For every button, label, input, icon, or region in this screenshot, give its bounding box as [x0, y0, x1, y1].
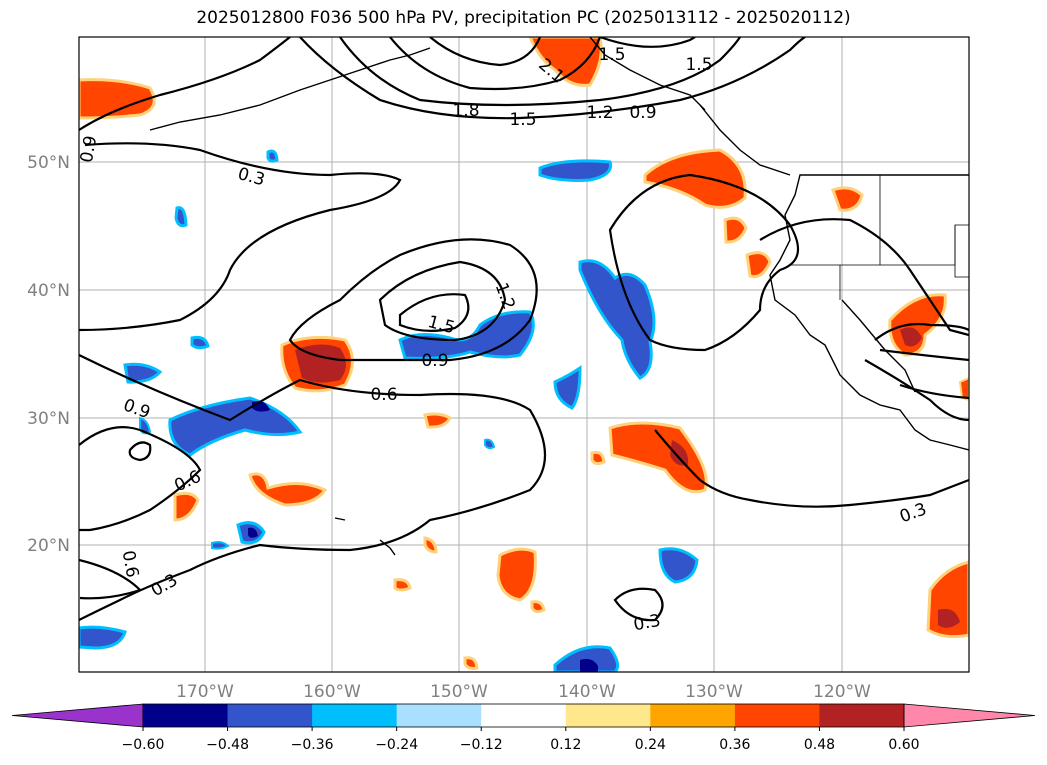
colorbar: −0.60 −0.48 −0.36 −0.24 −0.12 0.12 0.24 0.36 0.4… [11, 703, 1036, 753]
contour-label: 0.9 [421, 351, 448, 371]
contour-label: 1.5 [509, 110, 536, 130]
lon-label: 150°W [430, 682, 488, 702]
colorbar-tick-label: 0.60 [888, 737, 919, 753]
map-frame [78, 36, 970, 673]
lat-label: 40°N [27, 281, 70, 301]
colorbar-segment [396, 704, 482, 727]
colorbar-segment [143, 704, 229, 727]
lon-label: 130°W [685, 682, 743, 702]
contour-label: 1.2 [586, 103, 613, 123]
colorbar-frame [142, 703, 905, 728]
colorbar-tick-label: −0.36 [291, 737, 334, 753]
colorbar-segment [819, 704, 905, 727]
colorbar-segment [565, 704, 651, 727]
colorbar-segment [734, 704, 820, 727]
colorbar-segment [312, 704, 398, 727]
colorbar-extend-right [903, 703, 1036, 728]
colorbar-segment [227, 704, 313, 727]
lon-label: 160°W [303, 682, 361, 702]
pv-contours [79, 37, 969, 622]
lat-label: 20°N [27, 536, 70, 556]
lon-label: 140°W [558, 682, 616, 702]
lat-label: 50°N [27, 153, 70, 173]
contour-label: 0.6 [370, 385, 397, 405]
colorbar-tick-label: 0.24 [635, 737, 666, 753]
contour-label: 0.6 [118, 549, 142, 579]
colorbar-tick-label: −0.60 [122, 737, 165, 753]
map-title: 2025012800 F036 500 hPa PV, precipitatio… [196, 8, 851, 28]
lat-label: 30°N [27, 409, 70, 429]
contour-label: 0.9 [629, 103, 656, 123]
colorbar-tick-label: 0.12 [550, 737, 581, 753]
colorbar-extend-left [11, 703, 144, 728]
lon-label: 120°W [813, 682, 871, 702]
colorbar-segment [650, 704, 736, 727]
longitude-labels: 170°W 160°W 150°W 140°W 130°W 120°W [176, 682, 871, 702]
contour-label: 1.5 [685, 55, 712, 75]
colorbar-tick-label: −0.12 [460, 737, 503, 753]
colorbar-tick-label: −0.24 [375, 737, 418, 753]
country-state-borders [790, 175, 969, 300]
contour-label: 0.9 [77, 134, 101, 164]
colorbar-tick-label: 0.36 [719, 737, 750, 753]
colorbar-tick-label: 0.48 [804, 737, 835, 753]
contour-label: 1.8 [452, 101, 479, 121]
latitude-labels: 50°N 40°N 30°N 20°N [27, 153, 70, 556]
contour-label: 1.5 [598, 45, 625, 65]
contour-label: 0.3 [632, 611, 662, 635]
colorbar-tick-label: −0.48 [206, 737, 249, 753]
colorbar-segment [481, 704, 567, 727]
lon-label: 170°W [176, 682, 234, 702]
